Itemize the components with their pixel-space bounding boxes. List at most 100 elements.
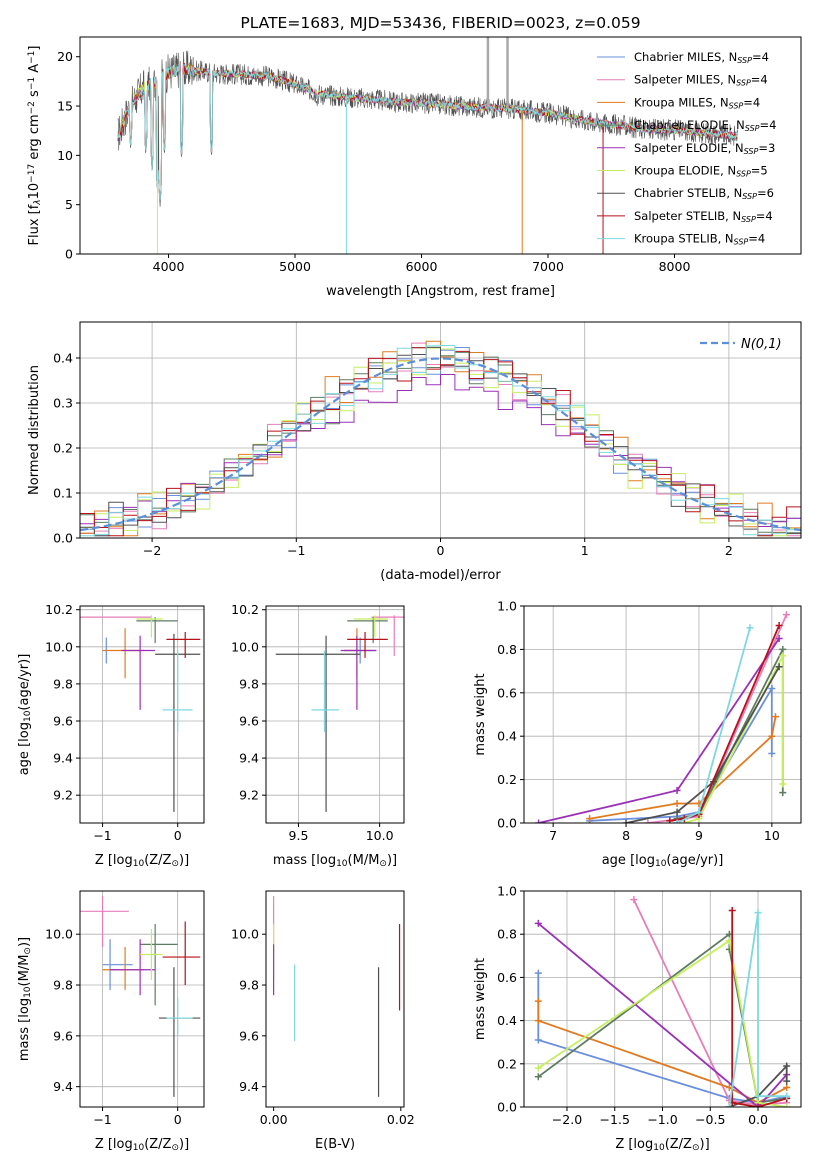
y-tick-label: 10.0 [45,639,73,654]
y-tick-label: 9.2 [239,788,259,803]
x-tick-label: −0.5 [695,1112,725,1127]
x-tick-label: 8000 [659,259,691,274]
x-tick-label: 2 [725,543,733,558]
data-point-salpeter-elodie [110,939,156,996]
series-marker [783,1103,791,1107]
x-tick-label: −2 [143,543,161,558]
y-tick-label: 10.2 [45,602,73,617]
series-marker [534,1017,542,1025]
x-axis-label: E(B-V) [315,1137,355,1152]
series-line [589,716,777,820]
x-tick-label: −1 [93,1112,111,1127]
x-tick-label: −2.0 [552,1112,582,1127]
x-axis-label: Z [log10(Z/Z⊙)] [95,853,189,869]
x-tick-label: −1.0 [647,1112,677,1127]
x-tick-label: 10 [764,828,780,843]
x-axis-label: wavelength [Angstrom, rest frame] [326,284,555,299]
axes-frame [79,890,205,1108]
axes-frame [79,36,802,255]
series-line [625,666,780,823]
spectrum-panel: PLATE=1683, MJD=53436, FIBERID=0023, z=0… [27,14,802,299]
histogram-chabrier-stelib [80,346,801,537]
series-line [728,912,787,1107]
series-marker [779,789,787,797]
x-tick-label: 1 [581,543,589,558]
series-marker [782,611,790,619]
y-axis-label: mass [log10(M/M⊙)] [17,937,33,1061]
data-point-kroupa-elodie [136,615,163,638]
chart-title: PLATE=1683, MJD=53436, FIBERID=0023, z=0… [240,14,640,32]
series-marker [534,919,542,927]
series-marker [630,896,638,904]
series-marker [534,969,542,977]
series-marker [775,622,783,630]
series-marker [534,1036,542,1044]
legend-label: Salpeter STELIB, NSSP=4 [634,209,773,224]
y-axis-label: mass weight [473,958,488,1040]
y-tick-label: 0 [65,247,73,262]
axes-frame [265,605,405,824]
x-axis-label: Z [log10(Z/Z⊙)] [615,1137,709,1153]
x-tick-label: −1 [93,828,111,843]
series-marker [783,1077,791,1085]
data-point-kroupa-elodie [353,615,388,638]
series-marker [622,819,630,823]
y-tick-label: 5 [65,197,73,212]
y-tick-label: 0.0 [497,1100,517,1115]
series-marker [768,750,776,758]
series-chabrier-stelib [622,663,783,823]
x-axis-label: (data-model)/error [380,568,501,583]
data-point-chabrier-stelib [275,635,361,812]
gaussian-curve [80,357,801,532]
y-tick-label: 0.1 [53,486,73,501]
legend-label: Salpeter ELODIE, NSSP=3 [634,141,775,156]
plot-area [275,615,404,812]
legend-label: Kroupa MILES, NSSP=4 [634,95,760,110]
y-tick-label: 0.4 [53,351,73,366]
data-point-chabrier-elodie [347,617,388,644]
plot-area [534,896,791,1107]
age-vs-mass-panel: 9.5 10.0 9.2 9.4 9.6 9.8 10.0 10.2 mass [log10(M… [231,602,405,869]
y-tick-label: 0.0 [497,816,517,831]
series-marker [783,1092,791,1100]
series-marker [673,819,681,823]
data-point-kroupa-miles [343,628,372,679]
data-point-salpeter-miles [80,896,129,947]
y-tick-label: 0.4 [497,729,517,744]
data-point-salpeter-stelib [162,921,201,986]
x-tick-label: 10.0 [366,828,394,843]
series-salpeter-elodie [535,635,783,823]
series-marker [535,819,543,823]
y-tick-label: 1.0 [497,884,517,899]
spectrum-line-kroupa-stelib [117,63,738,200]
series-line [537,922,788,1107]
y-tick-label: 15 [57,99,73,114]
series-kroupa-stelib [725,909,791,1107]
series-marker [783,1084,791,1092]
y-tick-label: 9.4 [239,751,259,766]
legend-label: Chabrier MILES, NSSP=4 [634,50,769,65]
x-tick-label: 9.5 [289,828,309,843]
series-marker [746,624,754,632]
y-axis-label: age [log10(age/yr)] [17,654,33,776]
series-kroupa-elodie [680,652,787,823]
data-point-kroupa-stelib [311,650,340,733]
series-kroupa-elodie [534,937,791,1107]
y-tick-label: 10.0 [231,639,259,654]
y-axis-label: Flux [fλ10−17 erg cm−2 s−1 A−1] [27,46,43,246]
x-tick-label: 7 [549,828,557,843]
y-tick-label: 0.8 [497,642,517,657]
series-marker [534,1073,542,1081]
residual-histogram-panel: −2 −1 0 1 2 0.0 0.1 0.2 0.3 0.4 (data-model)/error… [27,321,802,583]
legend-label: Chabrier ELODIE, NSSP=4 [634,118,776,133]
series-marker [725,1103,733,1107]
series-line [537,939,787,1107]
y-tick-label: 0.6 [497,685,517,700]
series-salpeter-miles [644,611,790,823]
data-point-salpeter-stelib [347,631,388,658]
series-marker [673,808,681,816]
data-point-salpeter-stelib [166,631,201,658]
x-tick-label: 4000 [153,259,185,274]
y-tick-label: 10.0 [45,927,73,942]
y-axis-label: Normed distribution [27,365,42,495]
